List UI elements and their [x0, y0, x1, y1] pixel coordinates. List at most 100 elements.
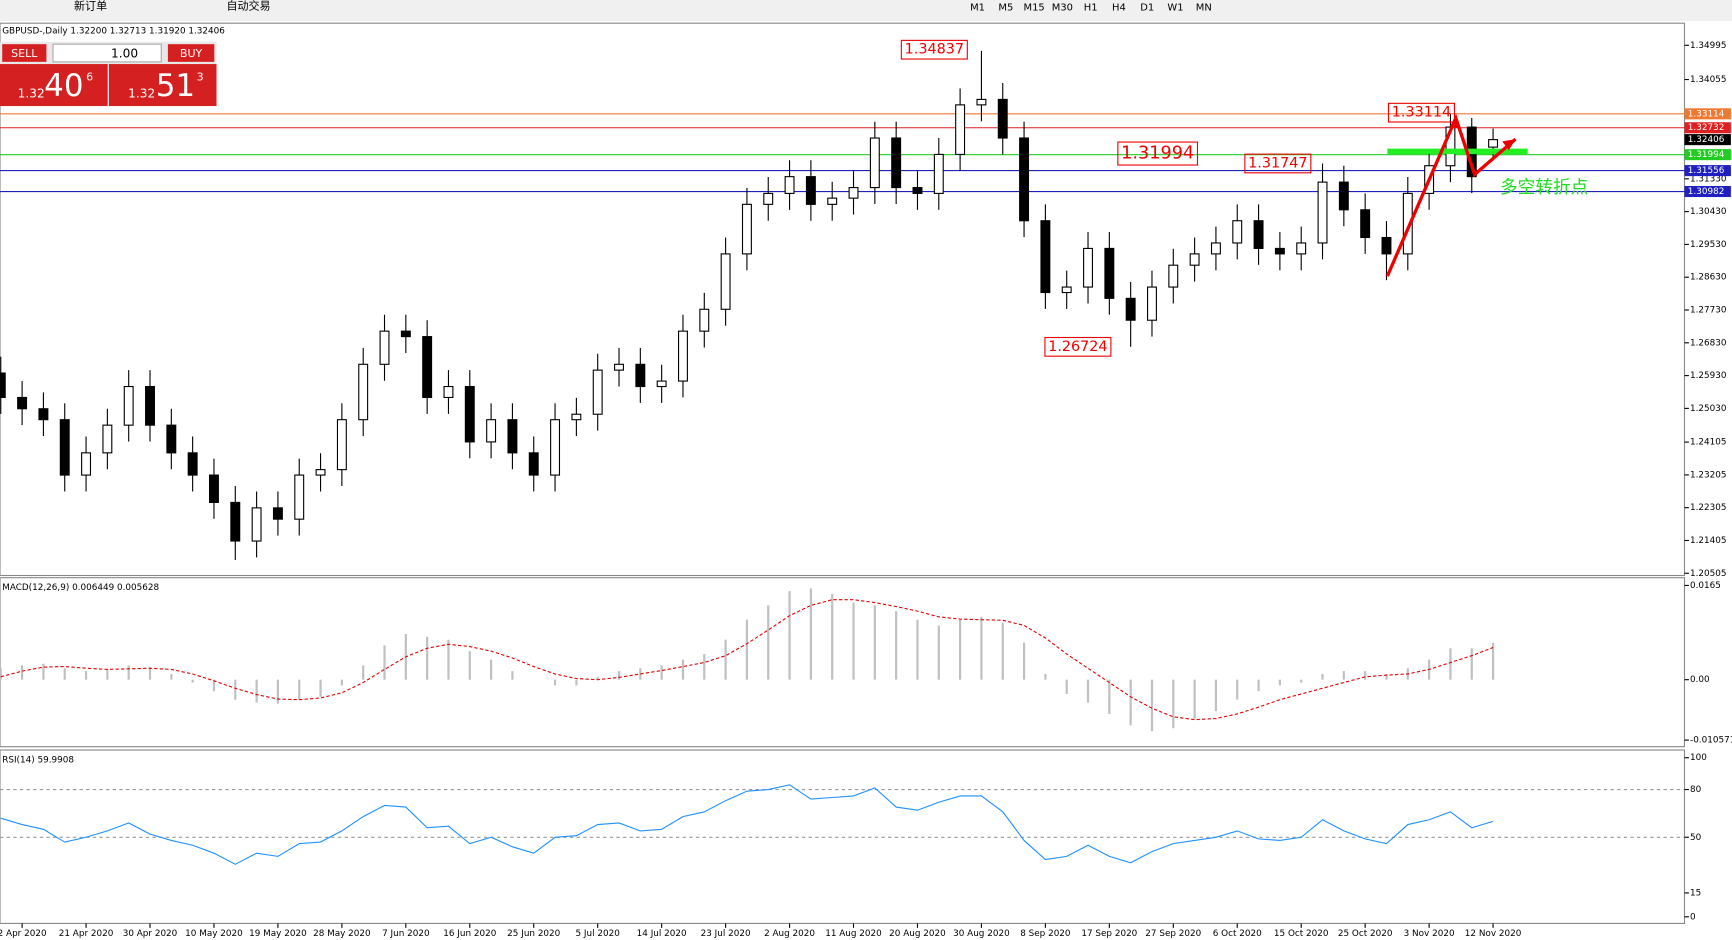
candle-body — [571, 413, 582, 421]
candle-body — [145, 385, 155, 426]
price-label-box — [1684, 149, 1731, 161]
timeframe[interactable]: H4 — [1112, 3, 1126, 14]
candle-body — [656, 380, 667, 388]
candle-body — [315, 469, 326, 476]
price-label: 1.33114 — [1688, 109, 1725, 119]
candle-body — [486, 419, 497, 443]
price-label: 1.31994 — [1688, 150, 1725, 160]
x-tick-label: 11 Aug 2020 — [825, 929, 882, 939]
candle-body — [869, 137, 880, 189]
candle-body — [358, 363, 369, 421]
macd-pane — [0, 577, 1686, 748]
timeframe[interactable]: MN — [1196, 3, 1212, 14]
bid-small: 6 — [86, 70, 93, 83]
y-tick-label: 1.25030 — [1690, 404, 1727, 414]
buy-button[interactable] — [167, 44, 215, 62]
candle-body — [1232, 220, 1243, 244]
candle-body — [464, 385, 475, 443]
candle-body — [997, 98, 1008, 139]
bid-prefix: 1.32 — [18, 86, 45, 100]
candle-body — [166, 424, 177, 454]
timeframe[interactable]: M30 — [1052, 3, 1073, 14]
last-price: 1.32406 — [1688, 135, 1725, 145]
x-tick-label: 30 Apr 2020 — [123, 929, 178, 939]
annotation: 1.31747 — [1248, 155, 1307, 171]
candle-body — [528, 452, 539, 476]
ask-small: 3 — [197, 70, 204, 83]
x-tick-label: 30 Aug 2020 — [953, 929, 1010, 939]
annotation-box — [1387, 102, 1455, 123]
trade-panel: SELL 1.00 BUY 1.32 40 6 1.32 51 3 — [0, 41, 217, 107]
candle-body — [1019, 137, 1030, 222]
timeframe[interactable]: M15 — [1024, 3, 1045, 14]
timeframe[interactable]: H1 — [1084, 3, 1098, 14]
x-tick-label: 8 Sep 2020 — [1020, 929, 1071, 939]
price-pane — [0, 22, 1686, 577]
candle-body — [123, 385, 134, 426]
candle-body — [1296, 242, 1307, 255]
candle-body — [1040, 220, 1051, 294]
x-tick-label: 15 Oct 2020 — [1274, 929, 1329, 939]
price-label: 1.30982 — [1688, 187, 1725, 197]
candle-body — [1061, 286, 1072, 294]
candle-body — [81, 452, 92, 476]
x-tick-label: 16 Jun 2020 — [443, 929, 496, 939]
pane-title: MACD(12,26,9) 0.006449 0.005628 — [2, 583, 159, 593]
sell-label[interactable]: SELL — [11, 47, 38, 60]
timeframe[interactable]: M1 — [970, 3, 985, 14]
last-price-box — [1684, 134, 1731, 146]
x-tick-label: 17 Sep 2020 — [1081, 929, 1137, 939]
annotation: 1.31994 — [1121, 144, 1194, 164]
candle-body — [1104, 247, 1115, 299]
x-tick-label: 21 Apr 2020 — [59, 929, 114, 939]
candle-body — [59, 419, 70, 476]
x-tick-label: 20 Aug 2020 — [889, 929, 946, 939]
candle-body — [805, 176, 816, 205]
y-tick-label: 1.27730 — [1690, 306, 1727, 316]
candle-body — [1189, 253, 1200, 266]
y-tick-label: 15 — [1690, 888, 1701, 898]
x-tick-label: 25 Oct 2020 — [1338, 929, 1393, 939]
candle-body — [848, 187, 859, 199]
x-tick-label: 7 Jun 2020 — [382, 929, 430, 939]
candle-body — [1338, 181, 1349, 211]
y-tick-label: 1.34055 — [1690, 75, 1727, 85]
candle-body — [891, 137, 902, 189]
drawings — [1385, 113, 1528, 277]
candle-body — [720, 253, 731, 310]
candle-body — [1125, 297, 1136, 321]
x-tick-label: 14 Jul 2020 — [637, 929, 687, 939]
annotation: 多空转折点 — [1500, 177, 1588, 198]
candle-body — [1083, 247, 1093, 288]
timeframe[interactable]: M5 — [998, 3, 1013, 14]
candle-body — [379, 330, 390, 365]
y-tick-label: 1.34995 — [1690, 41, 1727, 51]
candle-body — [955, 104, 966, 155]
price-label: 1.32732 — [1688, 123, 1725, 133]
price-label-box — [1684, 165, 1731, 177]
lots-input[interactable] — [52, 43, 162, 63]
candle-body — [933, 153, 944, 194]
y-tick-label: 0 — [1690, 912, 1696, 922]
y-tick-label: 1.23205 — [1690, 470, 1727, 480]
timeframe[interactable]: D1 — [1140, 3, 1154, 14]
x-tick-label: 3 Nov 2020 — [1404, 929, 1455, 939]
candle-body — [763, 192, 774, 205]
candle-body — [272, 507, 283, 520]
candle-body — [912, 187, 923, 194]
toolbar-button[interactable]: 自动交易 — [226, 0, 270, 13]
candle-body — [443, 385, 454, 399]
candle-body — [17, 396, 28, 410]
annotation: 1.34837 — [905, 42, 964, 58]
y-tick-label: 100 — [1690, 753, 1707, 763]
candle-body — [1210, 242, 1221, 255]
candle-body — [38, 408, 49, 421]
sell-button[interactable] — [2, 44, 47, 62]
annotation-box — [1044, 336, 1112, 357]
toolbar-button[interactable]: 新订单 — [74, 0, 107, 13]
timeframes: M1 M5 M15 M30 H1 H4 D1 W1 MN — [970, 3, 1212, 14]
candle-body — [1402, 192, 1413, 255]
timeframe[interactable]: W1 — [1167, 3, 1183, 14]
buy-label[interactable]: BUY — [180, 47, 203, 60]
